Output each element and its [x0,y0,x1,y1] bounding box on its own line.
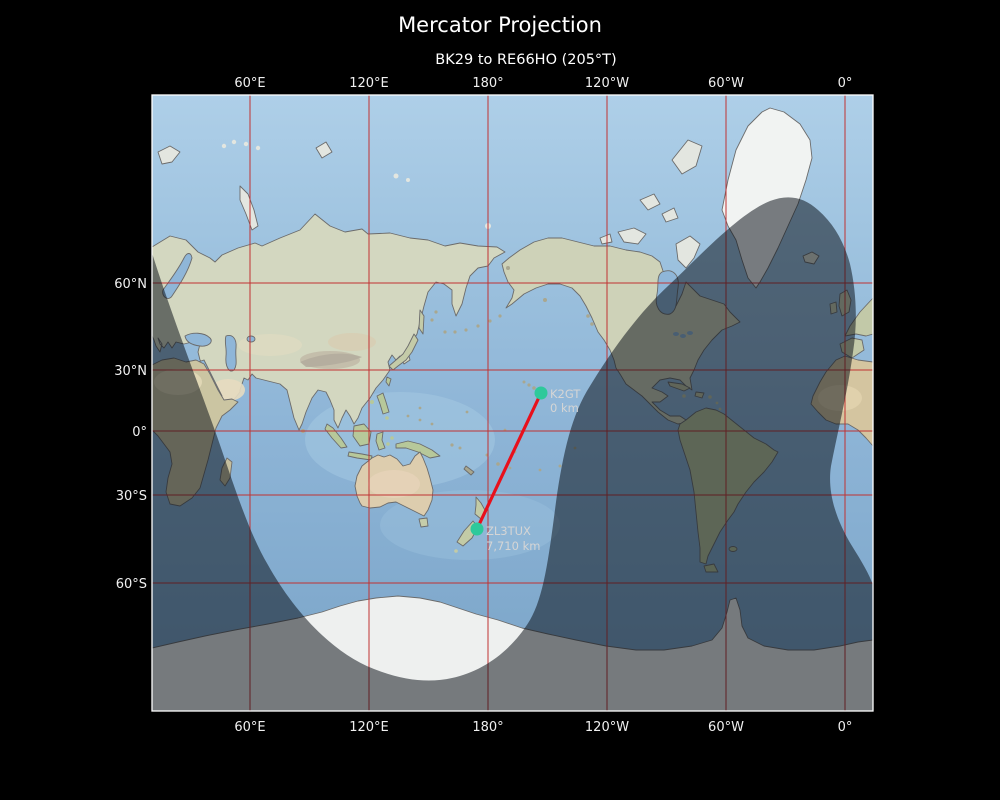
figure-subtitle: BK29 to RE66HO (205°T) [435,52,617,68]
figure-title: Mercator Projection [398,13,602,37]
island-tasmania [418,517,429,528]
y-tick: 30°S [116,489,147,504]
island-new-guinea [395,440,441,459]
x-tick-top: 0° [838,76,853,91]
x-tick-top: 120°W [585,76,629,91]
route-marker-destination [470,522,484,536]
x-tick-top: 60°W [708,76,744,91]
destination-callsign-label: ZL3TUX [486,524,531,538]
sea-black [184,332,212,347]
y-tick: 60°N [114,277,147,292]
terrain-himalaya [300,353,362,367]
map-border [151,94,874,712]
x-tick-bottom: 60°W [708,720,744,735]
arctic-islands [157,139,703,269]
x-ticks-bottom: 60°E 120°E 180° 120°W 60°W 0° [234,720,852,735]
island-sakhalin [418,309,425,335]
y-ticks-left: 60°N 30°N 0° 30°S 60°S [114,277,147,592]
terrain-outback [368,470,420,498]
origin-callsign-label: K2GT [550,387,581,401]
x-tick-top: 120°E [349,76,389,91]
route-line [475,391,543,531]
x-tick-bottom: 120°W [585,720,629,735]
y-tick: 30°N [114,364,147,379]
x-tick-top: 180° [472,76,503,91]
sea-caspian [224,335,237,372]
terrain-gobi [328,333,376,351]
x-tick-bottom: 180° [472,720,503,735]
x-tick-bottom: 120°E [349,720,389,735]
route-marker-origin [534,386,548,400]
x-tick-bottom: 0° [838,720,853,735]
origin-distance-label: 0 km [550,401,579,415]
sea-baltic [162,253,193,299]
destination-distance-label: 7,710 km [486,539,540,553]
y-tick: 0° [132,425,147,440]
x-ticks-top: 60°E 120°E 180° 120°W 60°W 0° [234,76,852,91]
day-night-terminator-shadow [152,197,873,711]
x-tick-top: 60°E [234,76,265,91]
sea-aral [246,335,256,343]
x-tick-bottom: 60°E [234,720,265,735]
y-tick: 60°S [116,577,147,592]
